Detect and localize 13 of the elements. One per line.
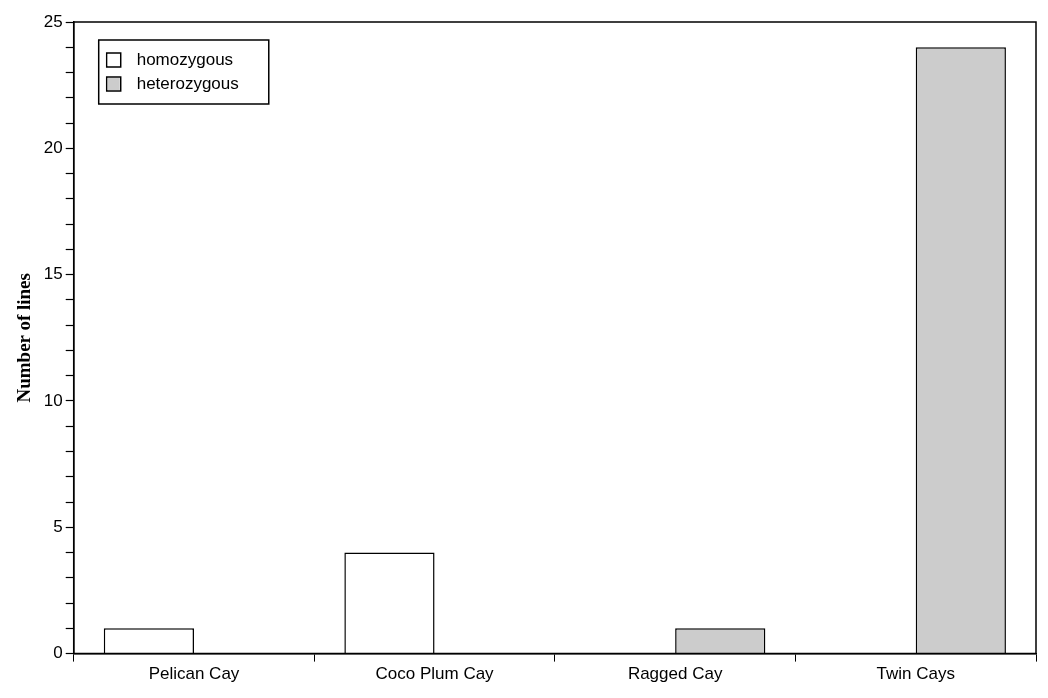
y-tick-label: 0: [53, 643, 63, 663]
y-tick-label: 25: [43, 11, 63, 31]
legend-label: heterozygous: [136, 73, 239, 93]
y-tick-label: 15: [43, 264, 63, 284]
x-tick-label: Ragged Cay: [627, 664, 723, 684]
legend-label: homozygous: [136, 49, 234, 69]
x-tick-label: Coco Plum Cay: [375, 664, 495, 684]
y-tick-label: 5: [53, 516, 63, 536]
y-tick-label: 20: [43, 138, 63, 158]
x-tick-label: Pelican Cay: [148, 664, 240, 684]
y-axis-title: Number of lines: [13, 273, 35, 403]
y-tick-label: 10: [43, 390, 63, 410]
x-tick-label: Twin Cays: [876, 664, 955, 684]
